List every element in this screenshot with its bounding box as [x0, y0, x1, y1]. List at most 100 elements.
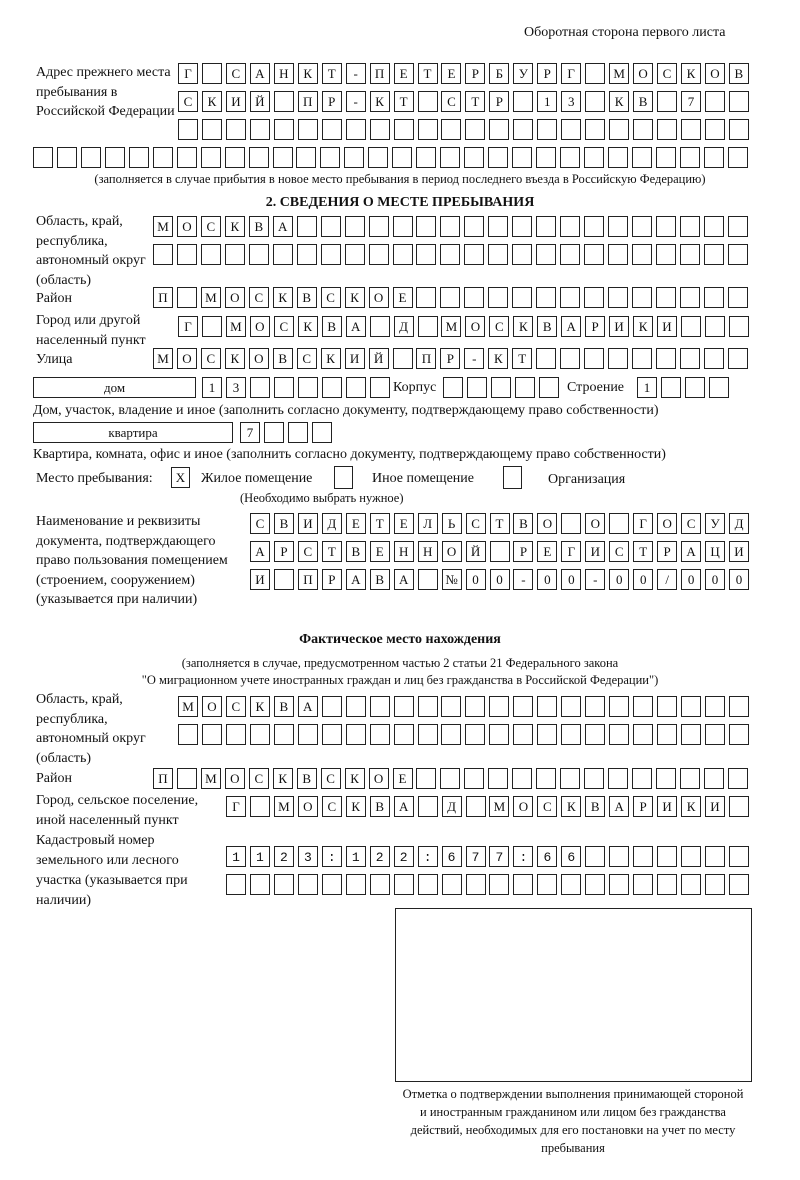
char-cell[interactable]: В: [273, 513, 294, 534]
char-cell[interactable]: [176, 287, 197, 308]
char-cell[interactable]: [560, 287, 581, 308]
char-cell[interactable]: И: [344, 348, 365, 369]
char-cell[interactable]: [681, 846, 702, 867]
char-cell[interactable]: [536, 768, 557, 789]
char-cell[interactable]: Е: [393, 513, 414, 534]
char-cell[interactable]: А: [250, 541, 270, 562]
char-cell[interactable]: [273, 846, 294, 867]
char-cell[interactable]: [345, 377, 366, 398]
char-cell[interactable]: С: [200, 216, 221, 237]
char-cell[interactable]: [273, 874, 294, 895]
char-cell[interactable]: [704, 696, 725, 717]
char-cell[interactable]: С: [489, 316, 510, 337]
char-cell[interactable]: [393, 119, 414, 140]
char-cell[interactable]: [561, 846, 582, 867]
char-cell[interactable]: О: [297, 796, 318, 817]
char-cell[interactable]: [728, 796, 749, 817]
apartment-type-field[interactable]: квартира: [33, 422, 233, 443]
char-cell[interactable]: [489, 724, 510, 745]
char-cell[interactable]: М: [200, 287, 221, 308]
char-cell[interactable]: Е: [537, 541, 558, 562]
char-cell[interactable]: [680, 724, 701, 745]
char-cell[interactable]: [320, 147, 341, 168]
char-cell[interactable]: О: [248, 348, 269, 369]
char-cell[interactable]: М: [178, 696, 198, 717]
char-cell[interactable]: [321, 874, 342, 895]
char-cell[interactable]: [728, 119, 749, 140]
char-cell[interactable]: [632, 216, 652, 237]
char-cell[interactable]: [609, 119, 630, 140]
char-cell[interactable]: [489, 696, 510, 717]
char-cell[interactable]: [320, 216, 341, 237]
char-cell[interactable]: [392, 147, 413, 168]
char-cell[interactable]: [584, 287, 605, 308]
char-cell[interactable]: Т: [633, 541, 654, 562]
char-cell[interactable]: [441, 724, 462, 745]
char-cell[interactable]: [585, 724, 606, 745]
char-cell[interactable]: Е: [345, 513, 366, 534]
char-cell[interactable]: [178, 119, 198, 140]
char-cell[interactable]: [537, 874, 558, 895]
char-cell[interactable]: С: [273, 316, 294, 337]
char-cell[interactable]: В: [296, 287, 317, 308]
char-cell[interactable]: [512, 147, 532, 168]
char-cell[interactable]: В: [272, 348, 293, 369]
char-cell[interactable]: Е: [393, 63, 414, 84]
char-cell[interactable]: [585, 696, 606, 717]
char-cell[interactable]: [417, 569, 438, 590]
char-cell[interactable]: И: [585, 541, 606, 562]
char-cell[interactable]: К: [297, 63, 318, 84]
char-cell[interactable]: С: [657, 63, 677, 84]
char-cell[interactable]: В: [345, 541, 366, 562]
char-cell[interactable]: [56, 147, 77, 168]
char-cell[interactable]: [537, 724, 558, 745]
char-cell[interactable]: [679, 216, 700, 237]
char-cell[interactable]: С: [225, 696, 246, 717]
char-cell[interactable]: А: [681, 541, 702, 562]
char-cell[interactable]: О: [368, 768, 389, 789]
char-cell[interactable]: [560, 216, 581, 237]
char-cell[interactable]: [33, 147, 53, 168]
char-cell[interactable]: [609, 724, 630, 745]
char-cell[interactable]: М: [441, 316, 462, 337]
char-cell[interactable]: [417, 91, 438, 112]
char-cell[interactable]: А: [393, 569, 414, 590]
char-cell[interactable]: М: [489, 796, 510, 817]
char-cell[interactable]: [632, 348, 652, 369]
char-cell[interactable]: 7: [240, 422, 260, 443]
char-cell[interactable]: [273, 119, 294, 140]
char-cell[interactable]: С: [178, 91, 198, 112]
char-cell[interactable]: М: [609, 63, 630, 84]
char-cell[interactable]: [655, 244, 676, 265]
char-cell[interactable]: [632, 244, 652, 265]
char-cell[interactable]: [608, 216, 629, 237]
char-cell[interactable]: [225, 119, 246, 140]
char-cell[interactable]: С: [297, 541, 318, 562]
char-cell[interactable]: И: [609, 316, 630, 337]
char-cell[interactable]: С: [441, 91, 462, 112]
char-cell[interactable]: [631, 147, 652, 168]
char-cell[interactable]: [514, 377, 535, 398]
char-cell[interactable]: [489, 874, 510, 895]
char-cell[interactable]: О: [657, 513, 678, 534]
char-cell[interactable]: [536, 287, 557, 308]
char-cell[interactable]: [417, 846, 438, 867]
char-cell[interactable]: [704, 91, 725, 112]
char-cell[interactable]: Г: [178, 63, 198, 84]
char-cell[interactable]: С: [200, 348, 221, 369]
char-cell[interactable]: И: [729, 541, 749, 562]
char-cell[interactable]: П: [153, 768, 173, 789]
char-cell[interactable]: [488, 216, 509, 237]
char-cell[interactable]: М: [273, 796, 294, 817]
char-cell[interactable]: [512, 287, 533, 308]
char-cell[interactable]: [369, 377, 390, 398]
char-cell[interactable]: [345, 874, 366, 895]
char-cell[interactable]: Н: [393, 541, 414, 562]
char-cell[interactable]: К: [369, 91, 390, 112]
char-cell[interactable]: Т: [489, 513, 510, 534]
char-cell[interactable]: [393, 724, 414, 745]
char-cell[interactable]: [632, 768, 652, 789]
char-cell[interactable]: П: [153, 287, 173, 308]
char-cell[interactable]: Р: [321, 91, 342, 112]
char-cell[interactable]: [609, 874, 630, 895]
